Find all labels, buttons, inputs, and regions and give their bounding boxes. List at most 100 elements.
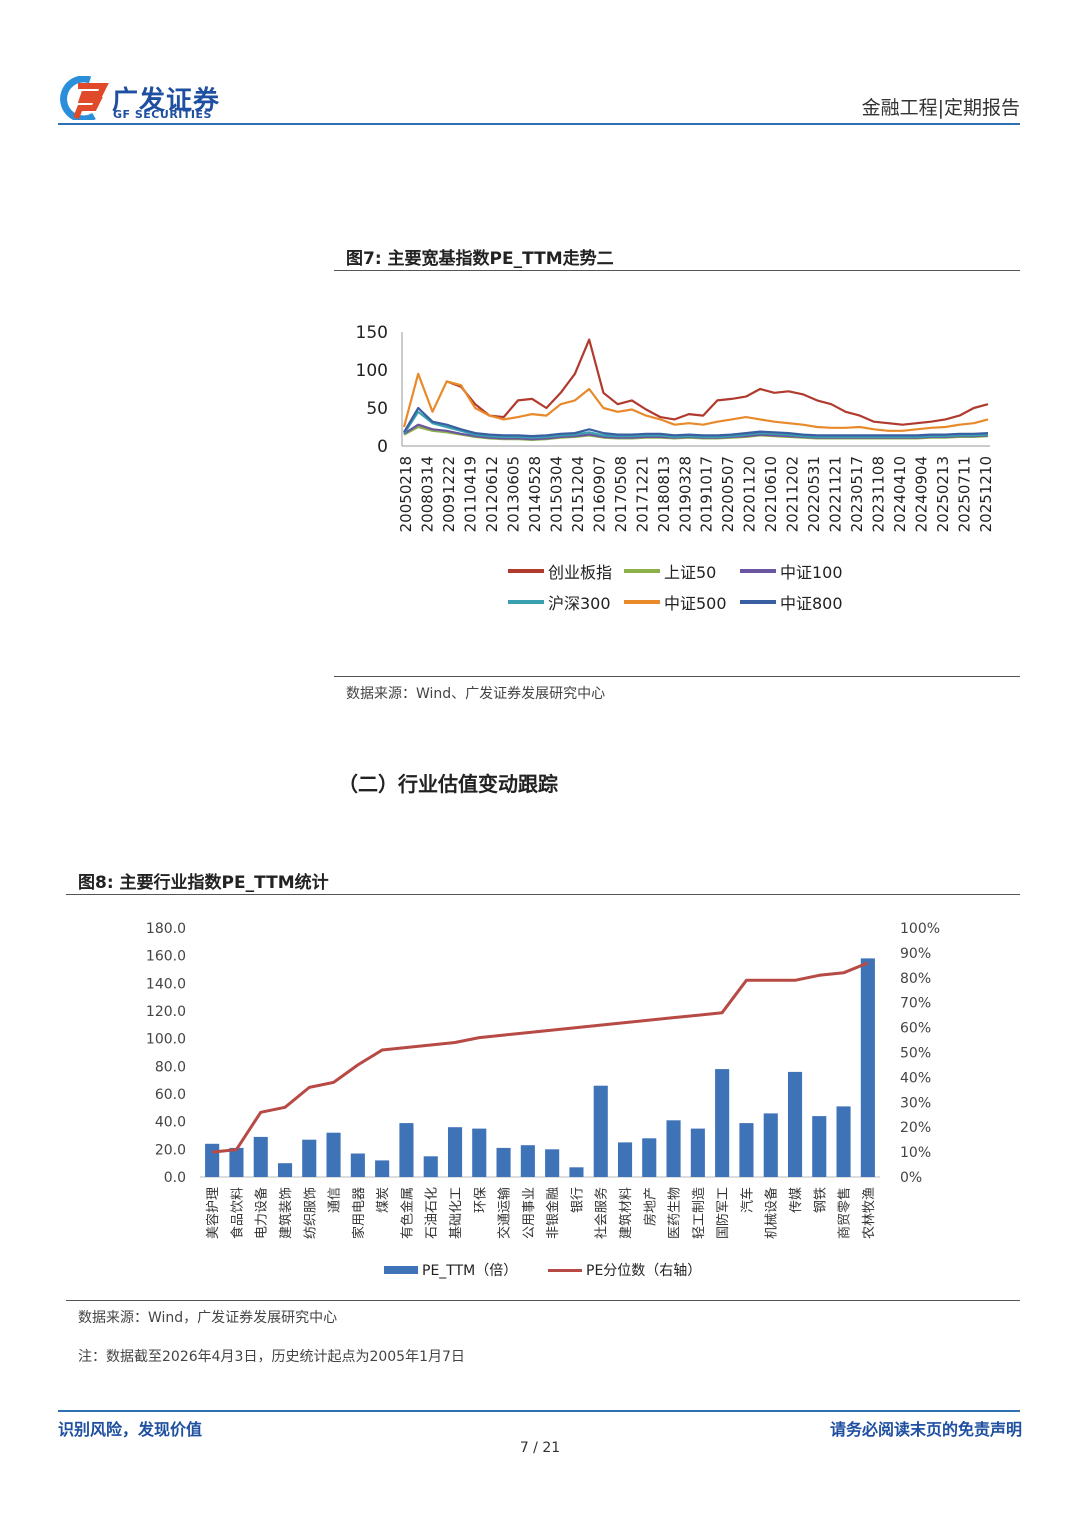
x-tick-label: 社会服务 — [594, 1187, 610, 1239]
legend-label: 沪深300 — [548, 594, 611, 613]
x-tick-label: 20250213 — [934, 456, 952, 532]
bar-建筑材料 — [618, 1142, 633, 1177]
x-tick-label: 有色金属 — [399, 1187, 415, 1239]
x-tick-label: 石油石化 — [425, 1187, 440, 1239]
fig8-title-rule — [66, 894, 1020, 895]
x-tick-label: 20050218 — [397, 456, 415, 532]
fig8-source-rule — [66, 1300, 1020, 1301]
x-tick-label: 20240410 — [891, 456, 909, 532]
fig8-title: 图8: 主要行业指数PE_TTM统计 — [78, 873, 329, 893]
x-tick-label: 商贸零售 — [837, 1187, 853, 1239]
x-tick-label: 农林牧渔 — [862, 1187, 877, 1239]
bar-国防军工 — [715, 1069, 730, 1177]
series-line-创业板指 — [446, 338, 989, 426]
bar-家用电器 — [350, 1153, 365, 1177]
x-tick-label: 汽车 — [739, 1187, 755, 1213]
legend-label: PE分位数（右轴） — [586, 1263, 702, 1279]
bar-纺织服饰 — [302, 1139, 317, 1177]
y-tick-label: 150 — [356, 323, 388, 343]
x-tick-label: 20120612 — [483, 456, 501, 532]
y-tick-label: 120.0 — [146, 1004, 186, 1020]
bar-煤炭 — [375, 1160, 390, 1177]
legend-swatch — [508, 569, 544, 573]
y-tick-label: 100 — [356, 361, 388, 381]
legend-item: 沪深300 — [508, 590, 611, 614]
bar-基础化工 — [448, 1127, 463, 1177]
legend-swatch — [740, 600, 776, 604]
logo-subtext: GF SECURITIES — [113, 108, 212, 121]
page-number: 7 / 21 — [519, 1440, 561, 1456]
y2-tick-label: 30% — [900, 1095, 931, 1111]
legend-label: PE_TTM（倍） — [422, 1263, 518, 1279]
x-tick-label: 纺织服饰 — [303, 1187, 318, 1239]
bar-汽车 — [739, 1123, 754, 1177]
x-tick-label: 食品饮料 — [229, 1187, 245, 1239]
series-line-中证800 — [403, 406, 989, 438]
legend-item: 创业板指 — [508, 559, 612, 583]
x-tick-label: 20160907 — [590, 456, 608, 532]
x-tick-label: 20200507 — [719, 456, 737, 532]
legend-swatch — [740, 569, 776, 573]
legend-item: 中证500 — [624, 590, 727, 614]
bar-商贸零售 — [836, 1106, 851, 1177]
x-tick-label: 20150304 — [547, 456, 565, 532]
x-tick-label: 20230517 — [848, 456, 866, 532]
bar-钢铁 — [812, 1116, 827, 1177]
x-tick-label: 传媒 — [789, 1187, 804, 1213]
x-tick-label: 建筑材料 — [618, 1187, 634, 1239]
bar-建筑装饰 — [278, 1163, 293, 1177]
legend-swatch — [624, 569, 660, 573]
y2-tick-label: 0% — [900, 1170, 922, 1186]
logo-mark — [60, 76, 109, 120]
legend-swatch — [508, 600, 544, 604]
section-heading: （二）行业估值变动跟踪 — [338, 772, 558, 796]
x-tick-label: 20190328 — [676, 456, 694, 532]
percentile-line — [211, 961, 869, 1154]
x-tick-label: 20201120 — [741, 456, 759, 532]
y2-tick-label: 60% — [900, 1021, 931, 1037]
x-tick-label: 20080314 — [418, 456, 436, 532]
x-tick-label: 医药生物 — [668, 1187, 683, 1239]
x-tick-label: 房地产 — [642, 1187, 658, 1226]
y2-tick-label: 40% — [900, 1070, 931, 1086]
x-tick-label: 建筑装饰 — [278, 1187, 294, 1239]
legend-item: 中证100 — [740, 559, 843, 583]
legend-label: 中证100 — [780, 563, 843, 582]
y2-tick-label: 100% — [900, 921, 940, 937]
footer-slogan: 识别风险，发现价值 — [58, 1420, 203, 1439]
bar-通信 — [326, 1132, 341, 1177]
x-tick-label: 20110419 — [461, 456, 479, 532]
y-tick-label: 50 — [366, 399, 388, 419]
x-tick-label: 20191017 — [698, 456, 716, 532]
x-tick-label: 20251210 — [977, 456, 995, 532]
x-tick-label: 20170508 — [612, 456, 630, 532]
y-tick-label: 160.0 — [146, 949, 186, 965]
legend-swatch — [624, 600, 660, 604]
fig7-title: 图7: 主要宽基指数PE_TTM走势二 — [346, 249, 614, 269]
x-tick-label: 20210610 — [762, 456, 780, 532]
series-line-中证500 — [402, 372, 989, 432]
x-tick-label: 通信 — [328, 1187, 343, 1213]
x-tick-label: 20211202 — [784, 456, 802, 532]
x-tick-label: 20151204 — [569, 456, 587, 532]
x-tick-label: 20180813 — [655, 456, 673, 532]
x-tick-label: 环保 — [473, 1187, 488, 1213]
fig8-source: 数据来源：Wind，广发证券发展研究中心 — [78, 1310, 338, 1326]
x-tick-label: 20140528 — [526, 456, 544, 532]
bar-社会服务 — [593, 1085, 608, 1177]
bar-银行 — [569, 1167, 584, 1177]
bar-医药生物 — [666, 1120, 681, 1177]
x-tick-label: 20231108 — [870, 456, 888, 532]
bar-交通运输 — [496, 1147, 511, 1177]
y-tick-label: 180.0 — [146, 921, 186, 937]
x-tick-label: 煤炭 — [376, 1187, 391, 1213]
legend-swatch — [384, 1266, 418, 1274]
y-tick-label: 80.0 — [155, 1059, 186, 1075]
bar-公用事业 — [520, 1145, 535, 1177]
bar-有色金属 — [399, 1123, 414, 1177]
legend-item: 上证50 — [624, 559, 716, 583]
legend-label: 中证800 — [780, 594, 843, 613]
fig7-line-chart: 0 50 100 150 20050218 20080314 20091222 2011041… — [356, 323, 995, 532]
bar-环保 — [472, 1128, 487, 1177]
y2-tick-label: 90% — [900, 946, 931, 962]
